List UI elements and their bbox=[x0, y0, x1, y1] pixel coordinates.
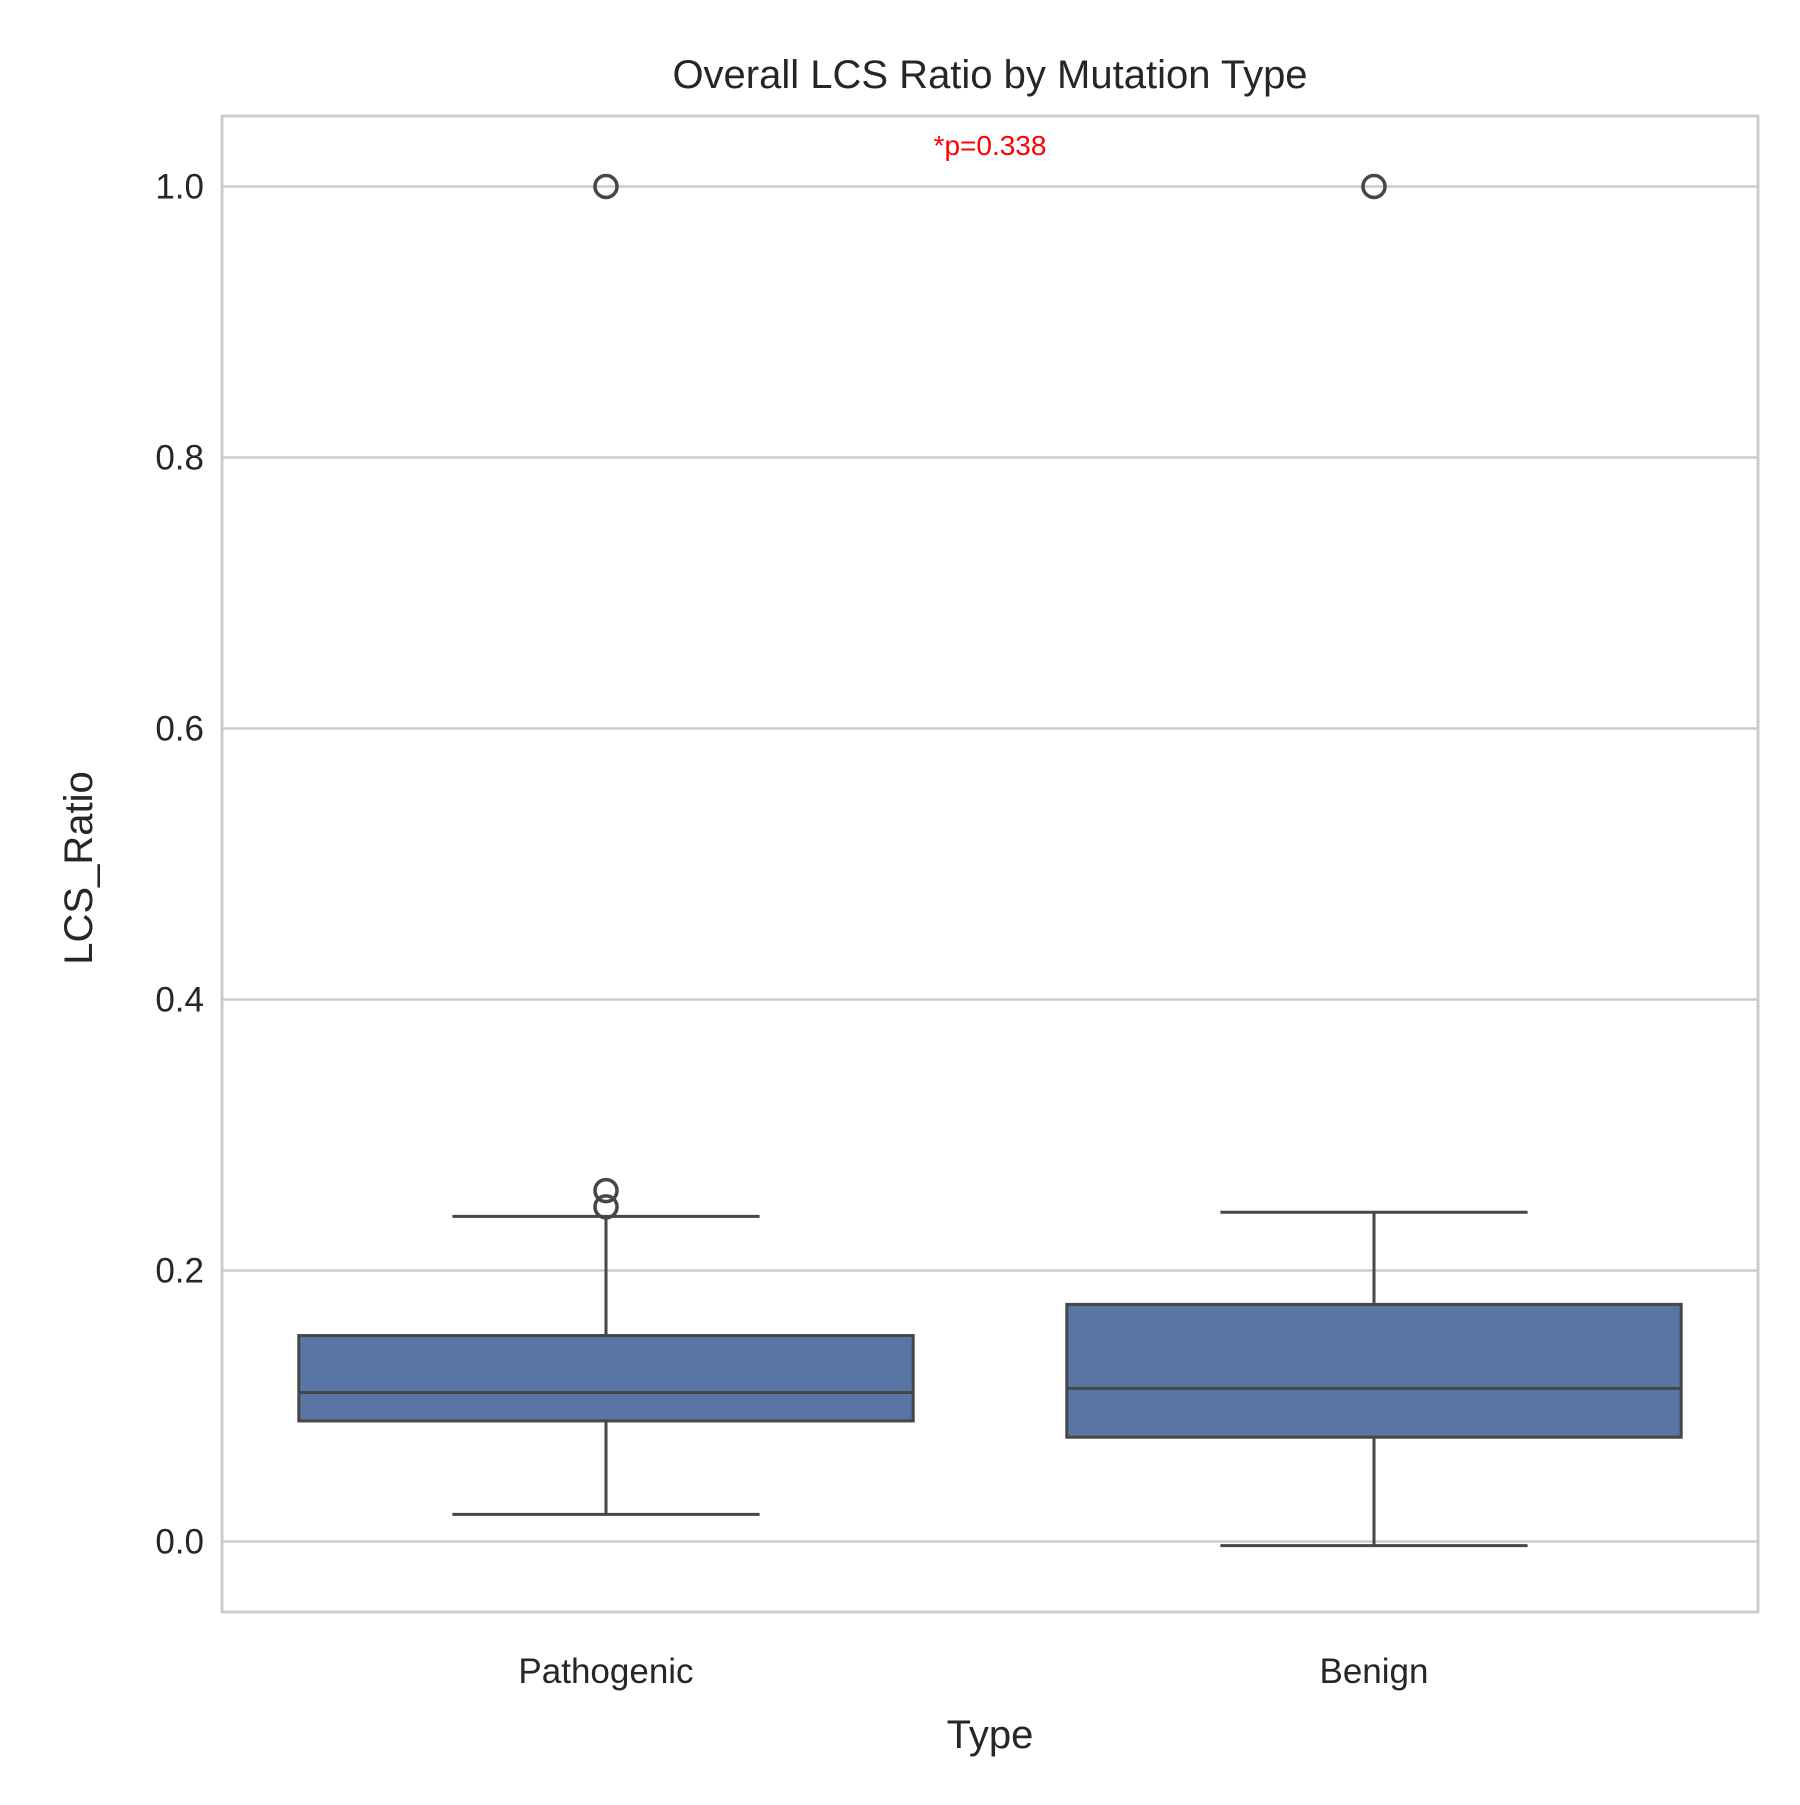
outlier-point bbox=[593, 1177, 619, 1204]
iqr-box bbox=[1065, 1302, 1683, 1439]
plot-frame bbox=[220, 114, 1760, 1614]
y-tick-label: 1.0 bbox=[155, 167, 204, 206]
box-group-pathogenic bbox=[297, 173, 915, 1516]
iqr-box bbox=[297, 1334, 915, 1423]
y-tick-label: 0.6 bbox=[155, 709, 204, 748]
x-tick-labels: Pathogenic Benign bbox=[518, 1652, 1428, 1691]
y-tick-labels: 0.0 0.2 0.4 0.6 0.8 1.0 bbox=[155, 167, 204, 1561]
y-tick-label: 0.4 bbox=[155, 981, 204, 1020]
outlier-point bbox=[593, 173, 619, 200]
p-value-annotation: *p=0.338 bbox=[934, 130, 1047, 161]
x-tick-label: Benign bbox=[1320, 1652, 1429, 1691]
y-tick-label: 0.8 bbox=[155, 438, 204, 477]
outlier-point bbox=[1361, 173, 1387, 200]
outlier-point bbox=[593, 1194, 619, 1220]
box-group-benign bbox=[1065, 173, 1683, 1548]
grid-lines bbox=[222, 185, 1758, 1543]
y-tick-label: 0.0 bbox=[155, 1523, 204, 1562]
y-axis-label: LCS_Ratio bbox=[57, 771, 101, 964]
x-tick-label: Pathogenic bbox=[518, 1652, 693, 1691]
x-axis-label: Type bbox=[947, 1713, 1034, 1757]
boxes-layer bbox=[297, 173, 1683, 1548]
chart-title: Overall LCS Ratio by Mutation Type bbox=[672, 53, 1307, 97]
y-tick-label: 0.2 bbox=[155, 1252, 204, 1291]
